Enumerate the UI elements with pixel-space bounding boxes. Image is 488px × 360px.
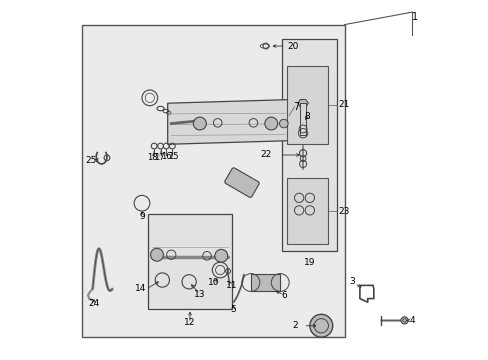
- Text: 16: 16: [161, 152, 172, 161]
- Text: 24: 24: [88, 299, 99, 308]
- Text: 25: 25: [85, 156, 96, 165]
- Circle shape: [264, 117, 277, 130]
- Bar: [148, 214, 231, 309]
- Bar: [282, 39, 337, 251]
- Circle shape: [309, 314, 332, 337]
- Circle shape: [279, 119, 287, 128]
- Bar: [300, 103, 305, 135]
- Text: 8: 8: [304, 112, 309, 121]
- Text: 3: 3: [348, 277, 354, 286]
- Text: 23: 23: [337, 207, 349, 216]
- Bar: [250, 274, 280, 292]
- Text: 19: 19: [304, 258, 315, 267]
- Text: 14: 14: [135, 284, 146, 293]
- Text: 12: 12: [184, 318, 195, 327]
- Text: 21: 21: [337, 100, 349, 109]
- Circle shape: [214, 249, 227, 262]
- Text: 17: 17: [154, 153, 165, 162]
- FancyBboxPatch shape: [224, 168, 259, 197]
- Text: 22: 22: [260, 150, 271, 159]
- Circle shape: [193, 117, 206, 130]
- Text: 1: 1: [411, 13, 417, 22]
- Text: 15: 15: [167, 152, 178, 161]
- Text: 13: 13: [194, 290, 205, 299]
- Bar: [286, 66, 327, 144]
- Text: 20: 20: [286, 41, 298, 50]
- Text: 7: 7: [293, 102, 299, 112]
- Text: 11: 11: [225, 281, 237, 290]
- Text: 9: 9: [139, 212, 144, 221]
- Circle shape: [150, 248, 163, 261]
- Bar: [286, 178, 327, 244]
- Bar: [82, 24, 344, 337]
- Text: 6: 6: [280, 291, 286, 300]
- Text: 5: 5: [230, 305, 236, 314]
- Text: 4: 4: [409, 316, 414, 325]
- Polygon shape: [167, 100, 288, 144]
- Text: 10: 10: [208, 278, 220, 287]
- Text: 2: 2: [292, 321, 298, 330]
- Polygon shape: [311, 314, 330, 337]
- Polygon shape: [297, 99, 308, 107]
- Circle shape: [400, 317, 407, 324]
- Text: 18: 18: [147, 153, 157, 162]
